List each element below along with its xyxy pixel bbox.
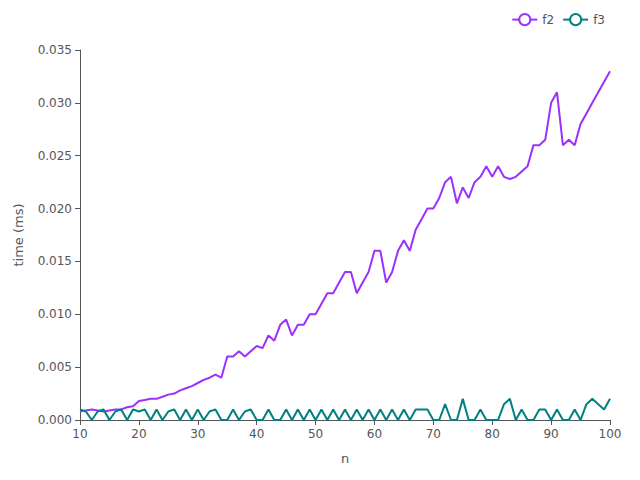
svg-text:60: 60 [367, 427, 382, 441]
svg-text:80: 80 [485, 427, 500, 441]
svg-text:0.020: 0.020 [38, 202, 72, 216]
svg-text:f3: f3 [593, 13, 605, 27]
svg-text:70: 70 [426, 427, 441, 441]
svg-text:n: n [341, 451, 349, 466]
svg-text:0.035: 0.035 [38, 43, 72, 57]
svg-text:10: 10 [72, 427, 87, 441]
svg-text:90: 90 [543, 427, 558, 441]
svg-text:0.030: 0.030 [38, 96, 72, 110]
svg-text:20: 20 [131, 427, 146, 441]
svg-text:time (ms): time (ms) [11, 203, 26, 266]
svg-text:40: 40 [249, 427, 264, 441]
svg-text:100: 100 [599, 427, 622, 441]
svg-text:0.010: 0.010 [38, 307, 72, 321]
svg-text:0.015: 0.015 [38, 254, 72, 268]
svg-text:f2: f2 [542, 13, 554, 27]
svg-text:0.005: 0.005 [38, 360, 72, 374]
svg-text:0.000: 0.000 [38, 413, 72, 427]
svg-text:50: 50 [308, 427, 323, 441]
svg-text:30: 30 [190, 427, 205, 441]
svg-text:0.025: 0.025 [38, 149, 72, 163]
